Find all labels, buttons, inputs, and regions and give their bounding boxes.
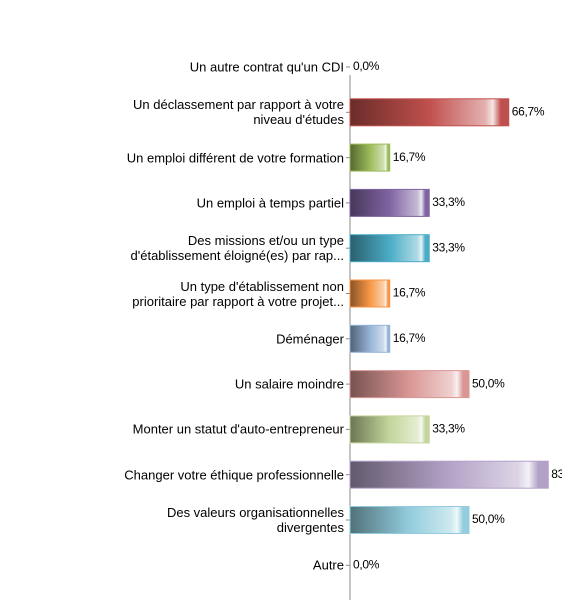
value-label: 16,7% [393,331,426,345]
value-label: 50,0% [472,376,505,390]
value-label: 16,7% [393,150,426,164]
category-label: Un emploi différent de votre formation [126,150,344,166]
bar [349,234,430,263]
category-label: Changer votre éthique professionnelle [124,467,344,483]
value-label: 66,7% [512,104,545,118]
value-label: 0,0% [353,557,380,571]
bar [349,143,391,172]
bar [349,279,391,308]
value-label: 33,3% [432,422,465,436]
category-label: Un emploi à temps partiel [196,195,344,211]
value-label: 0,0% [353,59,380,73]
category-label: Autre [312,557,344,573]
category-label: Un déclassement par rapport à votre nive… [133,97,344,128]
value-label: 33,3% [432,240,465,254]
category-label: Un type d'établissement non prioritaire … [132,278,344,309]
category-label: Un salaire moindre [234,376,344,392]
bar [349,415,430,444]
bar [349,98,510,127]
value-label: 33,3% [432,195,465,209]
value-label: 83,3% [551,467,562,481]
bar [349,506,470,534]
category-label: Déménager [276,331,344,347]
bar [349,460,549,489]
value-label: 50,0% [472,512,505,526]
category-label: Des missions et/ou un type d'établisseme… [130,233,344,264]
category-label: Un autre contrat qu'un CDI [189,59,344,75]
bar [349,324,391,353]
value-label: 16,7% [393,286,426,300]
bar [349,188,430,217]
category-label: Monter un statut d'auto-entrepreneur [132,421,344,437]
category-label: Des valeurs organisationnelles divergent… [166,505,344,535]
bar [349,370,470,399]
